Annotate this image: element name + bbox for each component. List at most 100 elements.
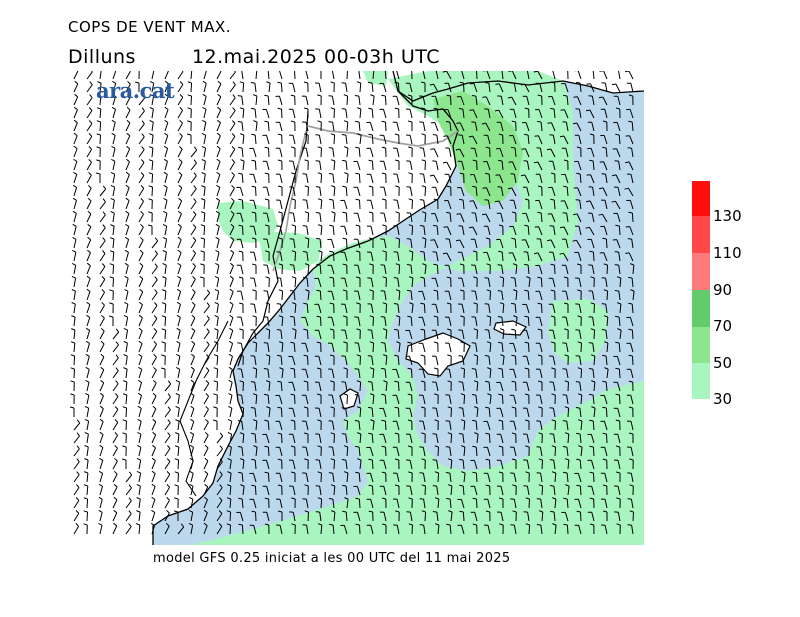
wind-barb-flag bbox=[565, 458, 570, 461]
wind-barb bbox=[281, 433, 283, 444]
wind-barb bbox=[99, 330, 105, 340]
wind-barb bbox=[253, 499, 257, 509]
wind-barb bbox=[112, 135, 116, 145]
wind-barb bbox=[345, 408, 348, 418]
wind-barb bbox=[619, 277, 622, 288]
wind-barb-flag bbox=[330, 107, 335, 110]
wind-barb-flag bbox=[190, 405, 195, 409]
wind-barb bbox=[423, 226, 426, 236]
wind-barb-flag bbox=[228, 379, 233, 383]
wind-barb-flag bbox=[290, 367, 295, 370]
wind-barb bbox=[294, 303, 297, 314]
wind-barb bbox=[566, 95, 569, 106]
wind-barb bbox=[513, 200, 517, 210]
wind-barb-flag bbox=[614, 264, 619, 266]
wind-barb-flag bbox=[148, 185, 153, 188]
wind-barb-flag bbox=[229, 275, 234, 280]
wind-barb-flag bbox=[96, 133, 101, 136]
wind-barb bbox=[357, 512, 361, 522]
wind-barb-flag bbox=[192, 275, 196, 280]
wind-barb bbox=[125, 213, 130, 223]
wind-barb-flag bbox=[279, 367, 284, 370]
wind-barb-flag bbox=[393, 303, 398, 305]
wind-barb bbox=[331, 395, 335, 405]
wind-barb bbox=[164, 278, 167, 288]
wind-barb-flag bbox=[589, 393, 594, 396]
wind-barb bbox=[318, 330, 322, 340]
wind-barb bbox=[86, 265, 91, 275]
wind-barb-flag bbox=[240, 159, 245, 162]
wind-barb-flag bbox=[396, 315, 401, 318]
wind-barb bbox=[475, 343, 478, 353]
wind-barb bbox=[554, 420, 556, 431]
wind-barb bbox=[474, 122, 478, 132]
wind-barb-flag bbox=[179, 120, 183, 124]
wind-barb bbox=[86, 149, 93, 158]
wind-barb-flag bbox=[139, 275, 144, 280]
wind-barb bbox=[86, 213, 92, 223]
wind-barb bbox=[528, 342, 530, 353]
wind-barb bbox=[448, 291, 452, 301]
wind-barb bbox=[513, 525, 517, 535]
wind-barb bbox=[499, 174, 504, 184]
wind-barb bbox=[370, 499, 374, 509]
wind-barb bbox=[436, 486, 439, 496]
wind-barb-flag bbox=[97, 81, 102, 84]
wind-barb-flag bbox=[114, 457, 118, 462]
wind-barb-flag bbox=[602, 146, 607, 149]
wind-barb bbox=[86, 330, 91, 340]
wind-barb bbox=[475, 446, 478, 457]
wind-barb bbox=[190, 240, 197, 249]
wind-barb-flag bbox=[342, 263, 347, 266]
wind-barb-flag bbox=[394, 380, 399, 383]
wind-barb bbox=[630, 447, 634, 457]
wind-barb bbox=[294, 330, 297, 340]
wind-barb bbox=[605, 304, 608, 314]
wind-barb bbox=[216, 513, 223, 522]
wind-barb bbox=[488, 83, 491, 93]
wind-barb bbox=[385, 329, 388, 340]
wind-barb-flag bbox=[460, 419, 465, 422]
wind-barb bbox=[566, 395, 569, 405]
wind-barb-flag bbox=[250, 407, 255, 409]
wind-barb bbox=[268, 408, 271, 418]
wind-barb bbox=[448, 174, 452, 184]
wind-barb-flag bbox=[498, 341, 503, 344]
wind-barb-flag bbox=[85, 340, 90, 344]
wind-barb bbox=[552, 356, 556, 366]
wind-barb bbox=[593, 381, 596, 392]
wind-barb-flag bbox=[507, 96, 512, 99]
wind-barb bbox=[216, 239, 220, 249]
wind-barb bbox=[333, 459, 336, 470]
wind-barb bbox=[436, 225, 439, 236]
wind-barb bbox=[605, 407, 608, 418]
wind-barb bbox=[397, 329, 400, 340]
wind-barb-flag bbox=[394, 458, 399, 461]
wind-barb bbox=[475, 420, 478, 431]
wind-barb bbox=[552, 408, 556, 418]
wind-barb-flag bbox=[628, 211, 633, 214]
wind-barb-flag bbox=[342, 289, 347, 292]
wind-barb-flag bbox=[239, 432, 244, 435]
wind-barb bbox=[525, 148, 530, 158]
wind-barb bbox=[359, 433, 362, 444]
wind-barb-flag bbox=[485, 406, 490, 409]
wind-barb bbox=[331, 343, 335, 353]
wind-barb-flag bbox=[549, 485, 554, 487]
wind-barb-flag bbox=[290, 94, 295, 97]
wind-barb-flag bbox=[394, 354, 399, 357]
wind-barb bbox=[395, 369, 400, 379]
wind-barb-flag bbox=[83, 497, 88, 500]
wind-barb bbox=[255, 122, 258, 132]
wind-barb bbox=[410, 290, 413, 301]
wind-barb bbox=[268, 303, 270, 314]
wind-barb-flag bbox=[266, 380, 271, 383]
wind-barb-flag bbox=[218, 510, 223, 514]
wind-barb bbox=[177, 97, 184, 106]
wind-barb-flag bbox=[408, 471, 413, 474]
wind-barb-flag bbox=[342, 484, 347, 487]
wind-barb bbox=[580, 447, 583, 457]
wind-barb-flag bbox=[369, 315, 374, 318]
wind-barb bbox=[500, 486, 504, 496]
wind-barb bbox=[357, 343, 361, 353]
